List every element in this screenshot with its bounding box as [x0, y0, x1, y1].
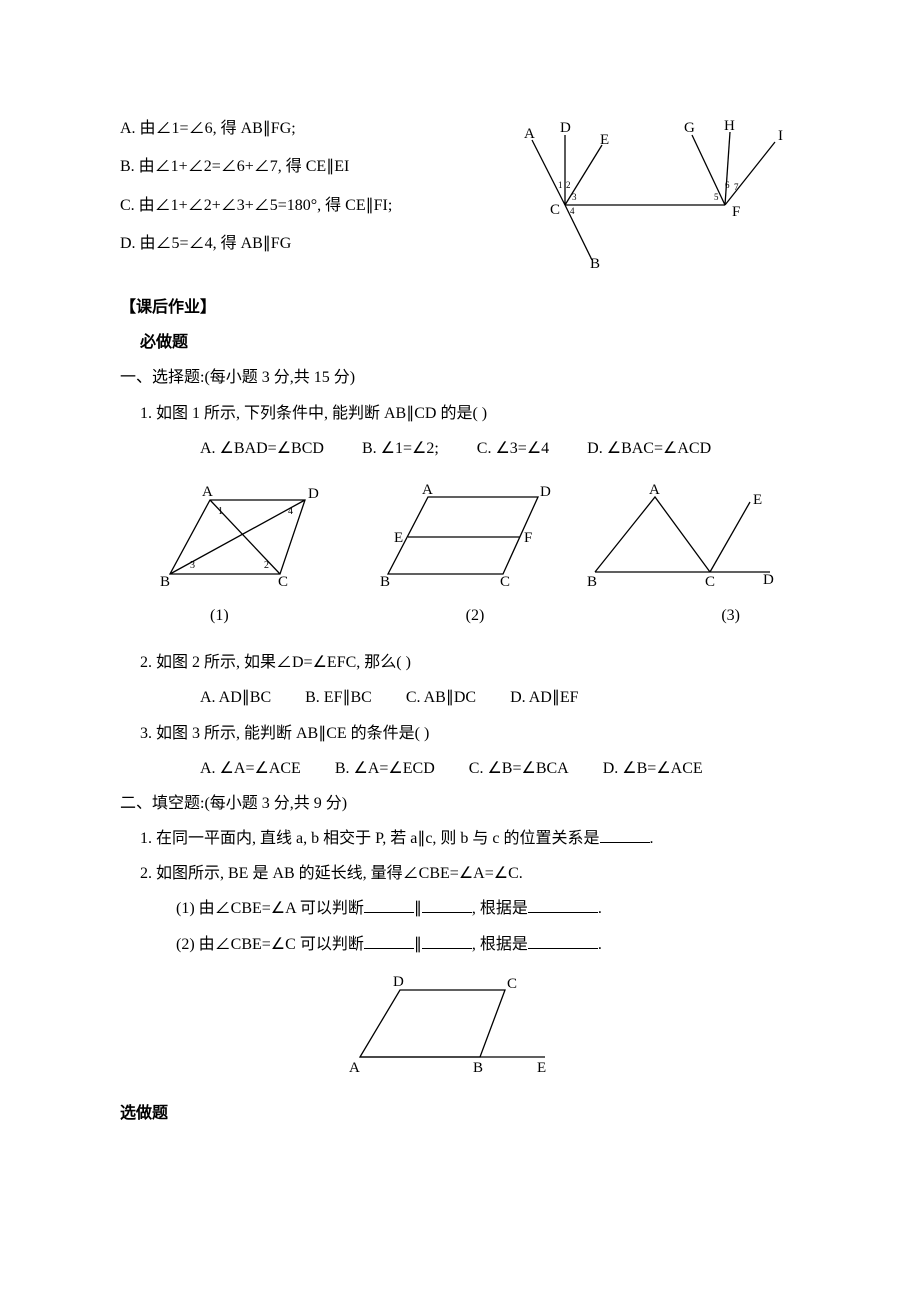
- figure-4: D C A B E: [345, 972, 575, 1082]
- q3-b: B. ∠A=∠ECD: [335, 751, 435, 786]
- q1-b: B. ∠1=∠2;: [362, 431, 439, 466]
- svg-text:A: A: [422, 482, 433, 498]
- svg-text:A: A: [202, 484, 213, 500]
- q2-a: A. AD∥BC: [200, 680, 271, 715]
- lbl-E: E: [600, 132, 609, 148]
- q1-a: A. ∠BAD=∠BCD: [200, 431, 324, 466]
- figure-3: A E B C D: [585, 482, 780, 592]
- svg-text:5: 5: [714, 192, 719, 202]
- svg-text:D: D: [763, 572, 774, 588]
- fill2-1a: (1) 由∠CBE=∠A 可以判断: [176, 900, 364, 917]
- lbl-I: I: [778, 128, 783, 144]
- svg-text:7: 7: [734, 182, 739, 192]
- q2-c: C. AB∥DC: [406, 680, 476, 715]
- svg-text:D: D: [308, 486, 319, 502]
- fill1-b: .: [650, 830, 654, 847]
- opt-b: B. 由∠1+∠2=∠6+∠7, 得 CE∥EI: [120, 158, 349, 175]
- svg-text:2: 2: [566, 180, 571, 190]
- figure-1: A D B C 1 4 2 3: [160, 482, 345, 592]
- required-heading: 必做题: [140, 334, 188, 351]
- lbl-H: H: [724, 118, 735, 134]
- fig1-label: (1): [210, 598, 229, 633]
- svg-text:A: A: [649, 482, 660, 498]
- svg-text:3: 3: [190, 560, 195, 571]
- svg-text:B: B: [160, 574, 170, 590]
- lbl-D: D: [560, 120, 571, 136]
- svg-text:B: B: [380, 574, 390, 590]
- svg-text:C: C: [705, 574, 715, 590]
- fill2-2-blank2[interactable]: [422, 933, 472, 948]
- svg-text:2: 2: [264, 560, 269, 571]
- svg-text:1: 1: [218, 506, 223, 517]
- svg-text:4: 4: [288, 506, 293, 517]
- fill2-1b: , 根据是: [472, 900, 528, 917]
- fig3-label: (3): [721, 598, 740, 633]
- q1-d: D. ∠BAC=∠ACD: [587, 431, 711, 466]
- svg-text:4: 4: [570, 206, 575, 216]
- fill2-1-blank3[interactable]: [528, 898, 598, 913]
- q2-b: B. EF∥BC: [305, 680, 372, 715]
- svg-text:3: 3: [572, 192, 577, 202]
- lbl-C: C: [550, 202, 560, 218]
- svg-text:B: B: [587, 574, 597, 590]
- fill2-1-blank1[interactable]: [364, 898, 414, 913]
- lbl-F: F: [732, 204, 740, 220]
- svg-text:B: B: [473, 1060, 483, 1076]
- svg-text:D: D: [393, 974, 404, 990]
- fill2-slash2: ∥: [414, 936, 422, 953]
- q1-stem: 1. 如图 1 所示, 下列条件中, 能判断 AB∥CD 的是( ): [140, 405, 487, 422]
- fill2-slash1: ∥: [414, 900, 422, 917]
- part1-title: 一、选择题:(每小题 3 分,共 15 分): [120, 369, 355, 386]
- fill2-2-blank1[interactable]: [364, 933, 414, 948]
- svg-text:E: E: [753, 492, 762, 508]
- q2-d: D. AD∥EF: [510, 680, 578, 715]
- fill2-1-blank2[interactable]: [422, 898, 472, 913]
- svg-text:A: A: [349, 1060, 360, 1076]
- svg-text:E: E: [394, 530, 403, 546]
- svg-text:1: 1: [558, 180, 563, 190]
- fill2-2dot: .: [598, 936, 602, 953]
- part2-title: 二、填空题:(每小题 3 分,共 9 分): [120, 795, 347, 812]
- svg-text:6: 6: [725, 180, 730, 190]
- fill1-a: 1. 在同一平面内, 直线 a, b 相交于 P, 若 a∥c, 则 b 与 c…: [140, 830, 600, 847]
- figure-2: A D B C E F: [378, 482, 553, 592]
- fill2-2-blank3[interactable]: [528, 933, 598, 948]
- svg-text:C: C: [507, 976, 517, 992]
- fig2-label: (2): [466, 598, 485, 633]
- fill2-2b: , 根据是: [472, 936, 528, 953]
- opt-a: A. 由∠1=∠6, 得 AB∥FG;: [120, 120, 296, 137]
- fill1-blank[interactable]: [600, 828, 650, 843]
- q1-c: C. ∠3=∠4: [477, 431, 549, 466]
- svg-text:C: C: [500, 574, 510, 590]
- fill2-1dot: .: [598, 900, 602, 917]
- lbl-B: B: [590, 256, 600, 270]
- svg-text:F: F: [524, 530, 532, 546]
- q3-c: C. ∠B=∠BCA: [469, 751, 569, 786]
- top-diagram: A D E G H I C F B 1 2 3 4 5 6 7: [520, 110, 800, 270]
- optional-heading: 选做题: [120, 1105, 168, 1122]
- q3-d: D. ∠B=∠ACE: [603, 751, 703, 786]
- lbl-G: G: [684, 120, 695, 136]
- svg-text:D: D: [540, 484, 551, 500]
- homework-heading: 【课后作业】: [120, 299, 216, 316]
- svg-text:E: E: [537, 1060, 546, 1076]
- q3-stem: 3. 如图 3 所示, 能判断 AB∥CE 的条件是( ): [140, 725, 429, 742]
- opt-c: C. 由∠1+∠2+∠3+∠5=180°, 得 CE∥FI;: [120, 197, 392, 214]
- svg-text:C: C: [278, 574, 288, 590]
- lbl-A: A: [524, 126, 535, 142]
- fill2-intro: 2. 如图所示, BE 是 AB 的延长线, 量得∠CBE=∠A=∠C.: [140, 865, 523, 882]
- q3-a: A. ∠A=∠ACE: [200, 751, 301, 786]
- fill2-2a: (2) 由∠CBE=∠C 可以判断: [176, 936, 364, 953]
- q2-stem: 2. 如图 2 所示, 如果∠D=∠EFC, 那么( ): [140, 654, 411, 671]
- opt-d: D. 由∠5=∠4, 得 AB∥FG: [120, 235, 291, 252]
